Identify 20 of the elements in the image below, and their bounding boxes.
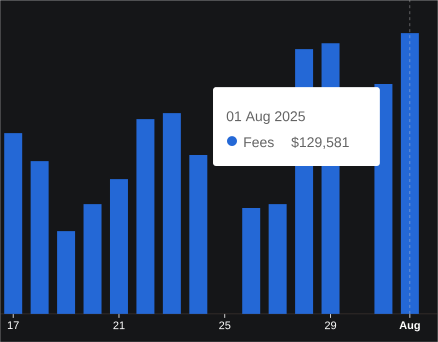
x-tick-label: Aug: [399, 322, 420, 332]
annotation: 01 Aug 2025: [226, 111, 305, 124]
bar: [30, 161, 49, 314]
bar: [4, 133, 22, 314]
bar: [242, 208, 260, 314]
bar: [136, 119, 154, 314]
bar: [57, 231, 76, 314]
bar: [84, 204, 102, 314]
annotation: $129,581: [291, 136, 349, 149]
bar: [189, 155, 208, 314]
bar: [374, 84, 392, 314]
x-tick-label: 17: [8, 322, 19, 330]
bar: [400, 33, 419, 314]
x-tick-label: 29: [324, 322, 336, 330]
x-tick-label: 25: [219, 322, 230, 330]
bar: [268, 204, 287, 314]
legend-label: Fees: [244, 138, 274, 148]
x-tick-label: 21: [113, 322, 125, 330]
bar: [162, 113, 181, 314]
bar: [110, 179, 128, 314]
